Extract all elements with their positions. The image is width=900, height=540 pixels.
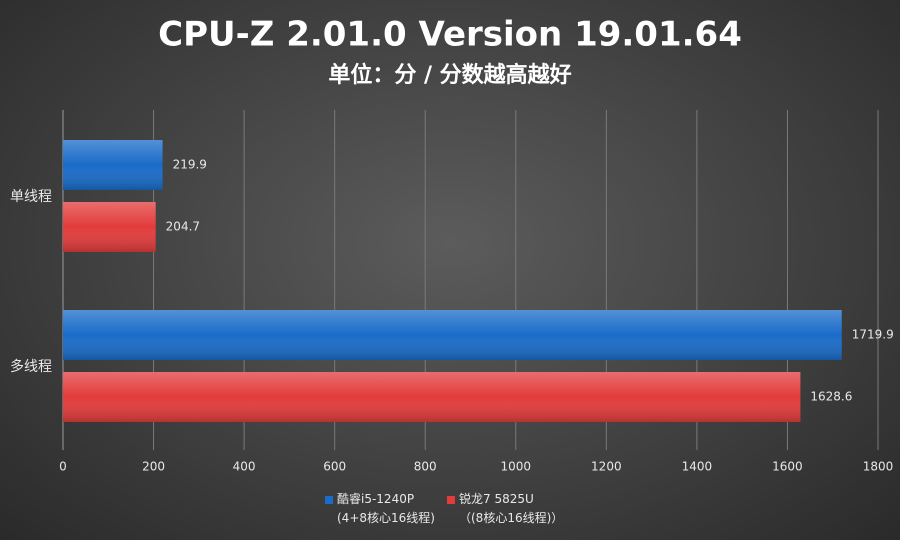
legend-label: 酷睿i5-1240P (4+8核心16线程)	[337, 492, 435, 525]
value-label: 1719.9	[852, 328, 894, 342]
x-tick-label: 1000	[501, 460, 532, 474]
x-tick-label: 1200	[591, 460, 622, 474]
x-tick-label: 400	[233, 460, 256, 474]
y-tick-label: 多线程	[10, 358, 52, 375]
value-label: 219.9	[173, 158, 207, 172]
bar-shade	[63, 310, 842, 360]
x-tick-label: 1800	[863, 460, 894, 474]
x-tick-label: 800	[414, 460, 437, 474]
x-tick-label: 0	[59, 460, 67, 474]
legend-swatch	[325, 496, 333, 504]
chart-title: CPU-Z 2.01.0 Version 19.01.64	[158, 15, 742, 55]
legend-swatch	[447, 496, 455, 504]
x-tick-label: 200	[142, 460, 165, 474]
x-tick-label: 1400	[682, 460, 713, 474]
bar-shade	[63, 372, 801, 422]
y-tick-label: 单线程	[10, 189, 52, 205]
legend-label: 锐龙7 5825U （(8核心16线程)）	[459, 492, 564, 525]
bar-shade	[63, 202, 156, 252]
chart-subtitle: 单位：分 / 分数越高越好	[328, 62, 571, 88]
x-tick-label: 1600	[772, 460, 803, 474]
bar-shade	[63, 140, 163, 190]
value-label: 204.7	[166, 220, 200, 234]
x-tick-label: 600	[323, 460, 346, 474]
value-label: 1628.6	[810, 390, 852, 404]
